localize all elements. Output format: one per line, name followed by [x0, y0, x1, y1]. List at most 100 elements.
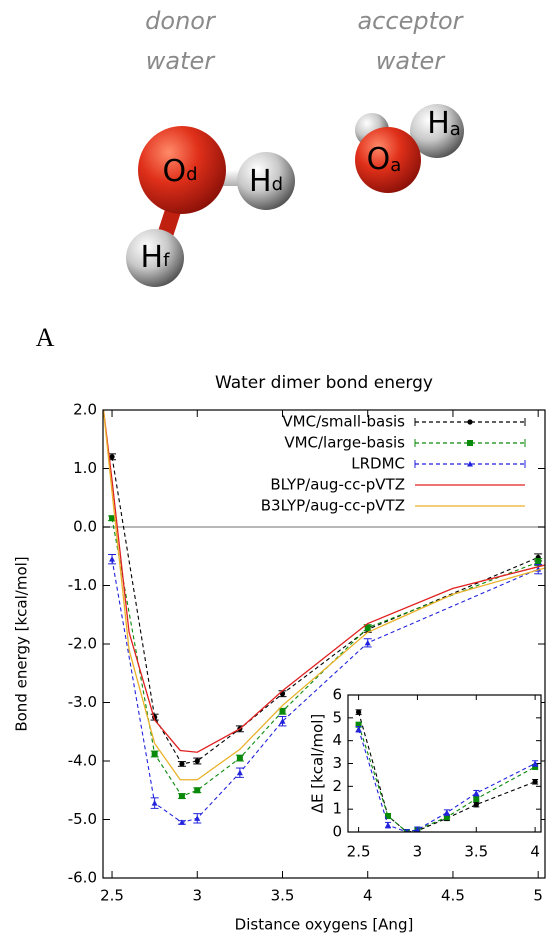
atom [126, 229, 184, 287]
x-tick-label: 5 [533, 887, 543, 905]
atom-subscript: f [163, 250, 170, 271]
marker [364, 639, 371, 646]
marker [532, 763, 539, 770]
marker [355, 709, 362, 715]
caption: water [146, 47, 217, 75]
y-tick-label: -4.0 [68, 752, 97, 770]
atom-label: Oa [367, 142, 402, 177]
marker [178, 819, 185, 825]
atom-label: Hf [141, 240, 171, 275]
y-tick-label: 3 [332, 754, 342, 772]
x-tick-label: 3.5 [464, 843, 488, 861]
atom-label: Hd [249, 164, 283, 199]
marker [467, 461, 473, 467]
caption: water [376, 47, 447, 75]
marker [532, 760, 539, 766]
atom-subscript: d [186, 164, 197, 185]
marker [194, 758, 200, 764]
y-axis-label: Bond energy [kcal/mol] [13, 556, 31, 731]
plot-frame [347, 694, 542, 833]
x-tick-label: 2.5 [100, 887, 124, 905]
legend-label: BLYP/aug-cc-pVTZ [270, 476, 405, 494]
marker [355, 726, 362, 732]
y-tick-label: 1.0 [73, 459, 97, 477]
marker [414, 826, 421, 832]
x-tick-label: 3 [192, 887, 202, 905]
legend-label: VMC/large-basis [284, 434, 405, 452]
atom-symbol: O [162, 154, 186, 189]
marker [385, 822, 392, 828]
marker [535, 559, 542, 566]
y-tick-label: -1.0 [68, 576, 97, 594]
atom-symbol: H [141, 240, 164, 275]
marker [385, 813, 392, 820]
marker [364, 624, 371, 631]
marker [443, 809, 450, 816]
marker [279, 718, 286, 724]
atom-subscript: a [390, 155, 401, 176]
y-tick-label: 5 [332, 708, 342, 726]
marker [443, 814, 450, 821]
marker [405, 829, 409, 832]
plot-area [348, 695, 541, 832]
marker [194, 787, 201, 794]
y-tick-label: -5.0 [68, 810, 97, 828]
legend: VMC/small-basis VMC/large-basis LRDMC BLYP/… [261, 413, 526, 515]
marker [473, 802, 479, 808]
y-axis-label: ΔE [kcal/mol] [309, 714, 327, 814]
inset-chart: ΔE [kcal/mol] 2.5 3 3.5 4 0 1 2 3 4 5 6 [309, 686, 542, 861]
y-tick-label: 0 [332, 823, 342, 841]
y-tick-label: 4 [332, 731, 342, 749]
panel-label: A [36, 323, 55, 352]
marker [178, 793, 185, 800]
marker [109, 556, 116, 562]
atom-symbol: O [367, 142, 391, 177]
y-tick-label: 2.0 [73, 401, 97, 419]
marker [194, 815, 201, 821]
marker [151, 750, 158, 757]
y-tick-label: -3.0 [68, 693, 97, 711]
x-tick-label: 2.5 [347, 843, 371, 861]
y-tick-label: 2 [332, 777, 342, 795]
atom [410, 104, 464, 158]
molecule-illustration: donor water acceptor water Od Hd Hf Oa H… [36, 7, 465, 352]
series-line [111, 456, 539, 765]
x-axis-label: Distance oxygens [Ang] [235, 916, 414, 934]
y-tick-label: 1 [332, 800, 342, 818]
marker [279, 708, 286, 715]
marker [355, 721, 362, 728]
y-tick-label: 0.0 [73, 518, 97, 536]
series-line [103, 410, 545, 753]
series-line [103, 410, 545, 781]
marker [151, 800, 158, 806]
legend-label: LRDMC [351, 455, 405, 473]
caption: acceptor [357, 7, 464, 35]
marker [467, 440, 473, 446]
x-tick-label: 3.5 [271, 887, 295, 905]
atom-subscript: a [450, 119, 461, 140]
series-layer [103, 410, 545, 825]
legend-label: B3LYP/aug-cc-pVTZ [261, 497, 405, 515]
y-tick-label: -2.0 [68, 635, 97, 653]
atom [237, 152, 295, 210]
atom [355, 127, 421, 193]
marker [473, 795, 480, 802]
chart-title: Water dimer bond energy [215, 373, 433, 393]
marker [179, 761, 185, 767]
atom [138, 126, 226, 214]
series-line [111, 559, 539, 824]
legend-label: VMC/small-basis [282, 413, 405, 431]
atom-label: Od [162, 154, 197, 189]
marker [532, 779, 538, 785]
marker [236, 769, 243, 776]
marker [109, 454, 115, 460]
marker [467, 419, 473, 425]
y-tick-label: 6 [332, 686, 342, 704]
caption: donor [145, 7, 217, 35]
marker [109, 515, 116, 522]
atom-symbol: H [427, 106, 450, 141]
x-tick-label: 4 [363, 887, 373, 905]
x-tick-label: 4 [530, 843, 540, 861]
series-layer [355, 709, 539, 832]
